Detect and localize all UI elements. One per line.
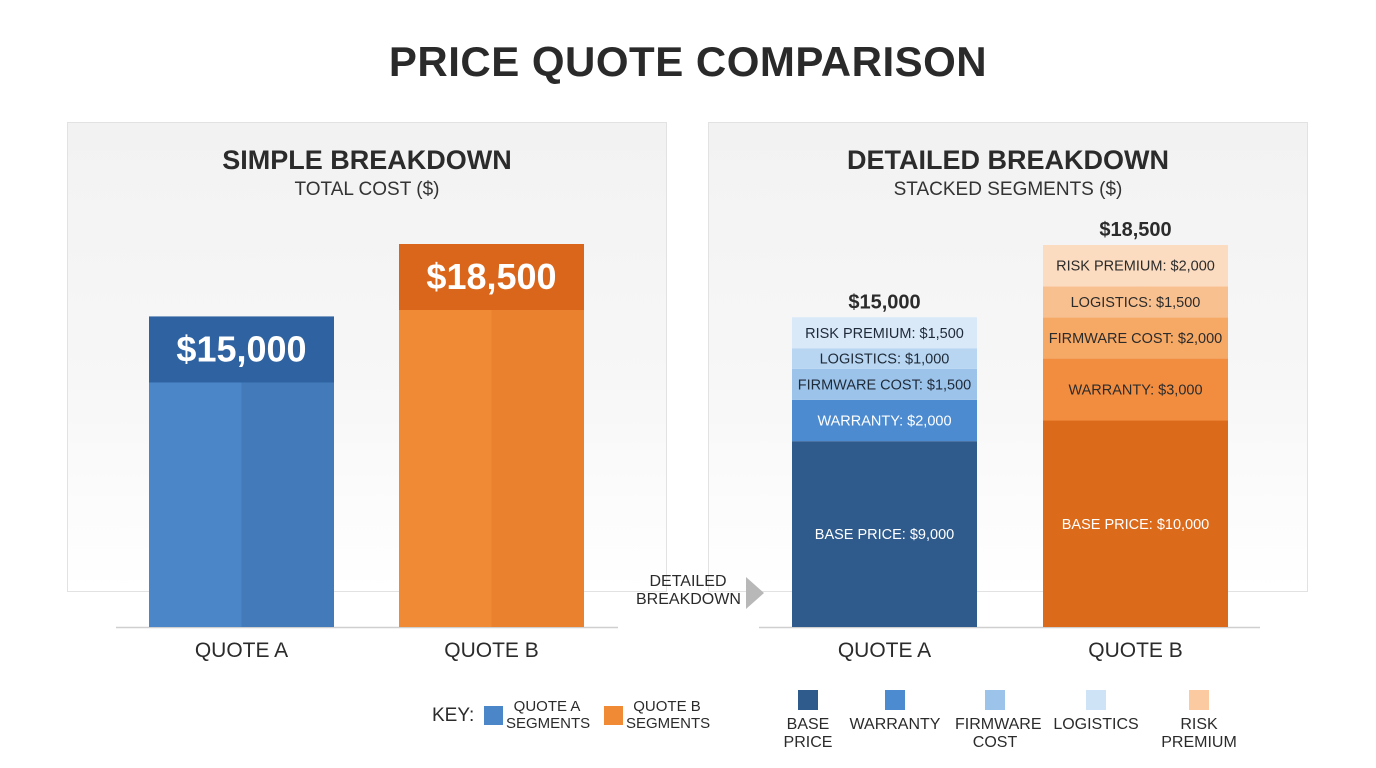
- detailed-chart-title: DETAILED BREAKDOWN: [847, 145, 1169, 175]
- simple-chart-subtitle: TOTAL COST ($): [294, 179, 440, 200]
- segment-firmware-cost: [792, 368, 977, 400]
- legend-label: RISK PREMIUM: [1161, 716, 1237, 751]
- segment-firmware-cost: [1043, 317, 1228, 359]
- segment-risk-premium: [792, 317, 977, 349]
- detailed-chart-subtitle: STACKED SEGMENTS ($): [893, 179, 1123, 200]
- legend-swatch: [885, 690, 905, 710]
- bar-cap: [399, 244, 584, 310]
- segment-logistics: [1043, 286, 1228, 318]
- bar-value-label: $15,000: [176, 328, 306, 369]
- segment-warranty: [792, 399, 977, 442]
- key-label: KEY:: [432, 705, 475, 726]
- x-tick-label: QUOTE A: [195, 639, 288, 662]
- segment-warranty: [1043, 358, 1228, 421]
- segment-risk-premium: [1043, 245, 1228, 287]
- x-tick-label: QUOTE A: [838, 639, 931, 662]
- legend-label: BASE PRICE: [783, 716, 833, 751]
- legend-item-base-price: BASE PRICE: [753, 690, 863, 752]
- segment-label: BASE PRICE: $10,000: [1062, 517, 1210, 533]
- chevron-right-icon: [746, 577, 764, 609]
- x-tick-label: QUOTE B: [444, 639, 539, 662]
- quote-a-swatch: [484, 706, 503, 725]
- legend-swatch: [1189, 690, 1209, 710]
- quote-a-key-text: QUOTE A SEGMENTS: [506, 698, 591, 732]
- segment-label: FIRMWARE COST: $1,500: [798, 377, 972, 393]
- segment-base-price: [792, 441, 977, 627]
- quote-b-key-text: QUOTE B SEGMENTS: [626, 698, 711, 732]
- segment-label: WARRANTY: $2,000: [817, 414, 951, 430]
- segment-label: LOGISTICS: $1,000: [820, 352, 950, 368]
- legend-item-risk-premium: RISK PREMIUM: [1144, 690, 1254, 752]
- legend-label: FIRMWARE COST: [955, 716, 1042, 751]
- simple-chart-title: SIMPLE BREAKDOWN: [222, 145, 512, 175]
- segment-label: LOGISTICS: $1,500: [1071, 295, 1201, 311]
- legend-item-warranty: WARRANTY: [840, 690, 950, 734]
- legend-swatch: [1086, 690, 1106, 710]
- bar-cap: [149, 316, 334, 383]
- bar-value-label: $18,500: [426, 256, 556, 297]
- legend-swatch: [985, 690, 1005, 710]
- segment-base-price: [1043, 420, 1228, 627]
- total-value-label: $18,500: [1099, 219, 1171, 241]
- x-tick-label: QUOTE B: [1088, 639, 1183, 662]
- page-title: PRICE QUOTE COMPARISON: [388, 38, 988, 85]
- legend-label: WARRANTY: [849, 716, 941, 733]
- segment-label: RISK PREMIUM: $1,500: [805, 326, 964, 342]
- segment-label: WARRANTY: $3,000: [1068, 383, 1202, 399]
- segment-label: FIRMWARE COST: $2,000: [1049, 331, 1223, 347]
- segment-logistics: [792, 348, 977, 369]
- total-value-label: $15,000: [848, 291, 920, 313]
- connector-label: DETAILED BREAKDOWN: [636, 573, 741, 608]
- legend-swatch: [798, 690, 818, 710]
- legend-label: LOGISTICS: [1053, 716, 1139, 733]
- segment-label: RISK PREMIUM: $2,000: [1056, 259, 1215, 275]
- legend-item-firmware-cost: FIRMWARE COST: [940, 690, 1050, 752]
- segment-label: BASE PRICE: $9,000: [815, 527, 954, 543]
- legend-item-logistics: LOGISTICS: [1041, 690, 1151, 734]
- quote-b-swatch: [604, 706, 623, 725]
